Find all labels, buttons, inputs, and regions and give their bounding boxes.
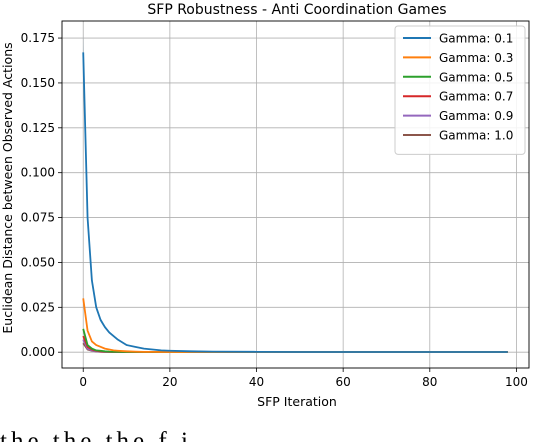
y-tick-label: 0.050 (21, 255, 55, 269)
legend-label: Gamma: 0.5 (439, 70, 513, 84)
plot-frame (61, 20, 530, 369)
y-axis-label: Euclidean Distance between Observed Acti… (0, 42, 15, 333)
legend-label: Gamma: 0.7 (439, 90, 513, 104)
x-tick-label: 40 (249, 375, 264, 389)
series-line (82, 298, 508, 353)
legend-label: Gamma: 0.3 (439, 51, 513, 65)
x-tick-label: 60 (336, 375, 351, 389)
x-tick-label: 0 (79, 375, 87, 389)
y-tick-label: 0.125 (21, 121, 55, 135)
series-line (82, 52, 508, 353)
x-axis-label: SFP Iteration (257, 394, 337, 409)
y-tick-label: 0.075 (21, 211, 55, 225)
y-tick-label: 0.025 (21, 300, 55, 314)
y-tick-label: 0.150 (21, 76, 55, 90)
legend-label: Gamma: 0.9 (439, 109, 513, 123)
series-line (82, 339, 508, 353)
y-tick-label: 0.175 (21, 31, 55, 45)
legend-label: Gamma: 0.1 (439, 32, 513, 46)
x-axis-ticks: 0 20 40 60 80 100 (79, 368, 528, 389)
legend: Gamma: 0.1 Gamma: 0.3 Gamma: 0.5 Gamma: 0.7… (394, 25, 526, 155)
x-tick-label: 100 (505, 375, 528, 389)
y-tick-label: 0.000 (21, 345, 55, 359)
x-tick-label: 20 (162, 375, 177, 389)
chart: SFP Robustness - Anti Coordination Games… (0, 2, 530, 409)
chart-title: SFP Robustness - Anti Coordination Games (147, 2, 446, 18)
y-axis-ticks: 0.000 0.025 0.050 0.075 0.100 0.125 0.150 0.175 (21, 31, 62, 359)
series-line (82, 342, 508, 353)
y-tick-label: 0.100 (21, 166, 55, 180)
series-lines (82, 34, 508, 353)
x-tick-label: 80 (422, 375, 437, 389)
legend-label: Gamma: 1.0 (439, 129, 513, 143)
caption-fragment: the the the f i (0, 428, 192, 442)
